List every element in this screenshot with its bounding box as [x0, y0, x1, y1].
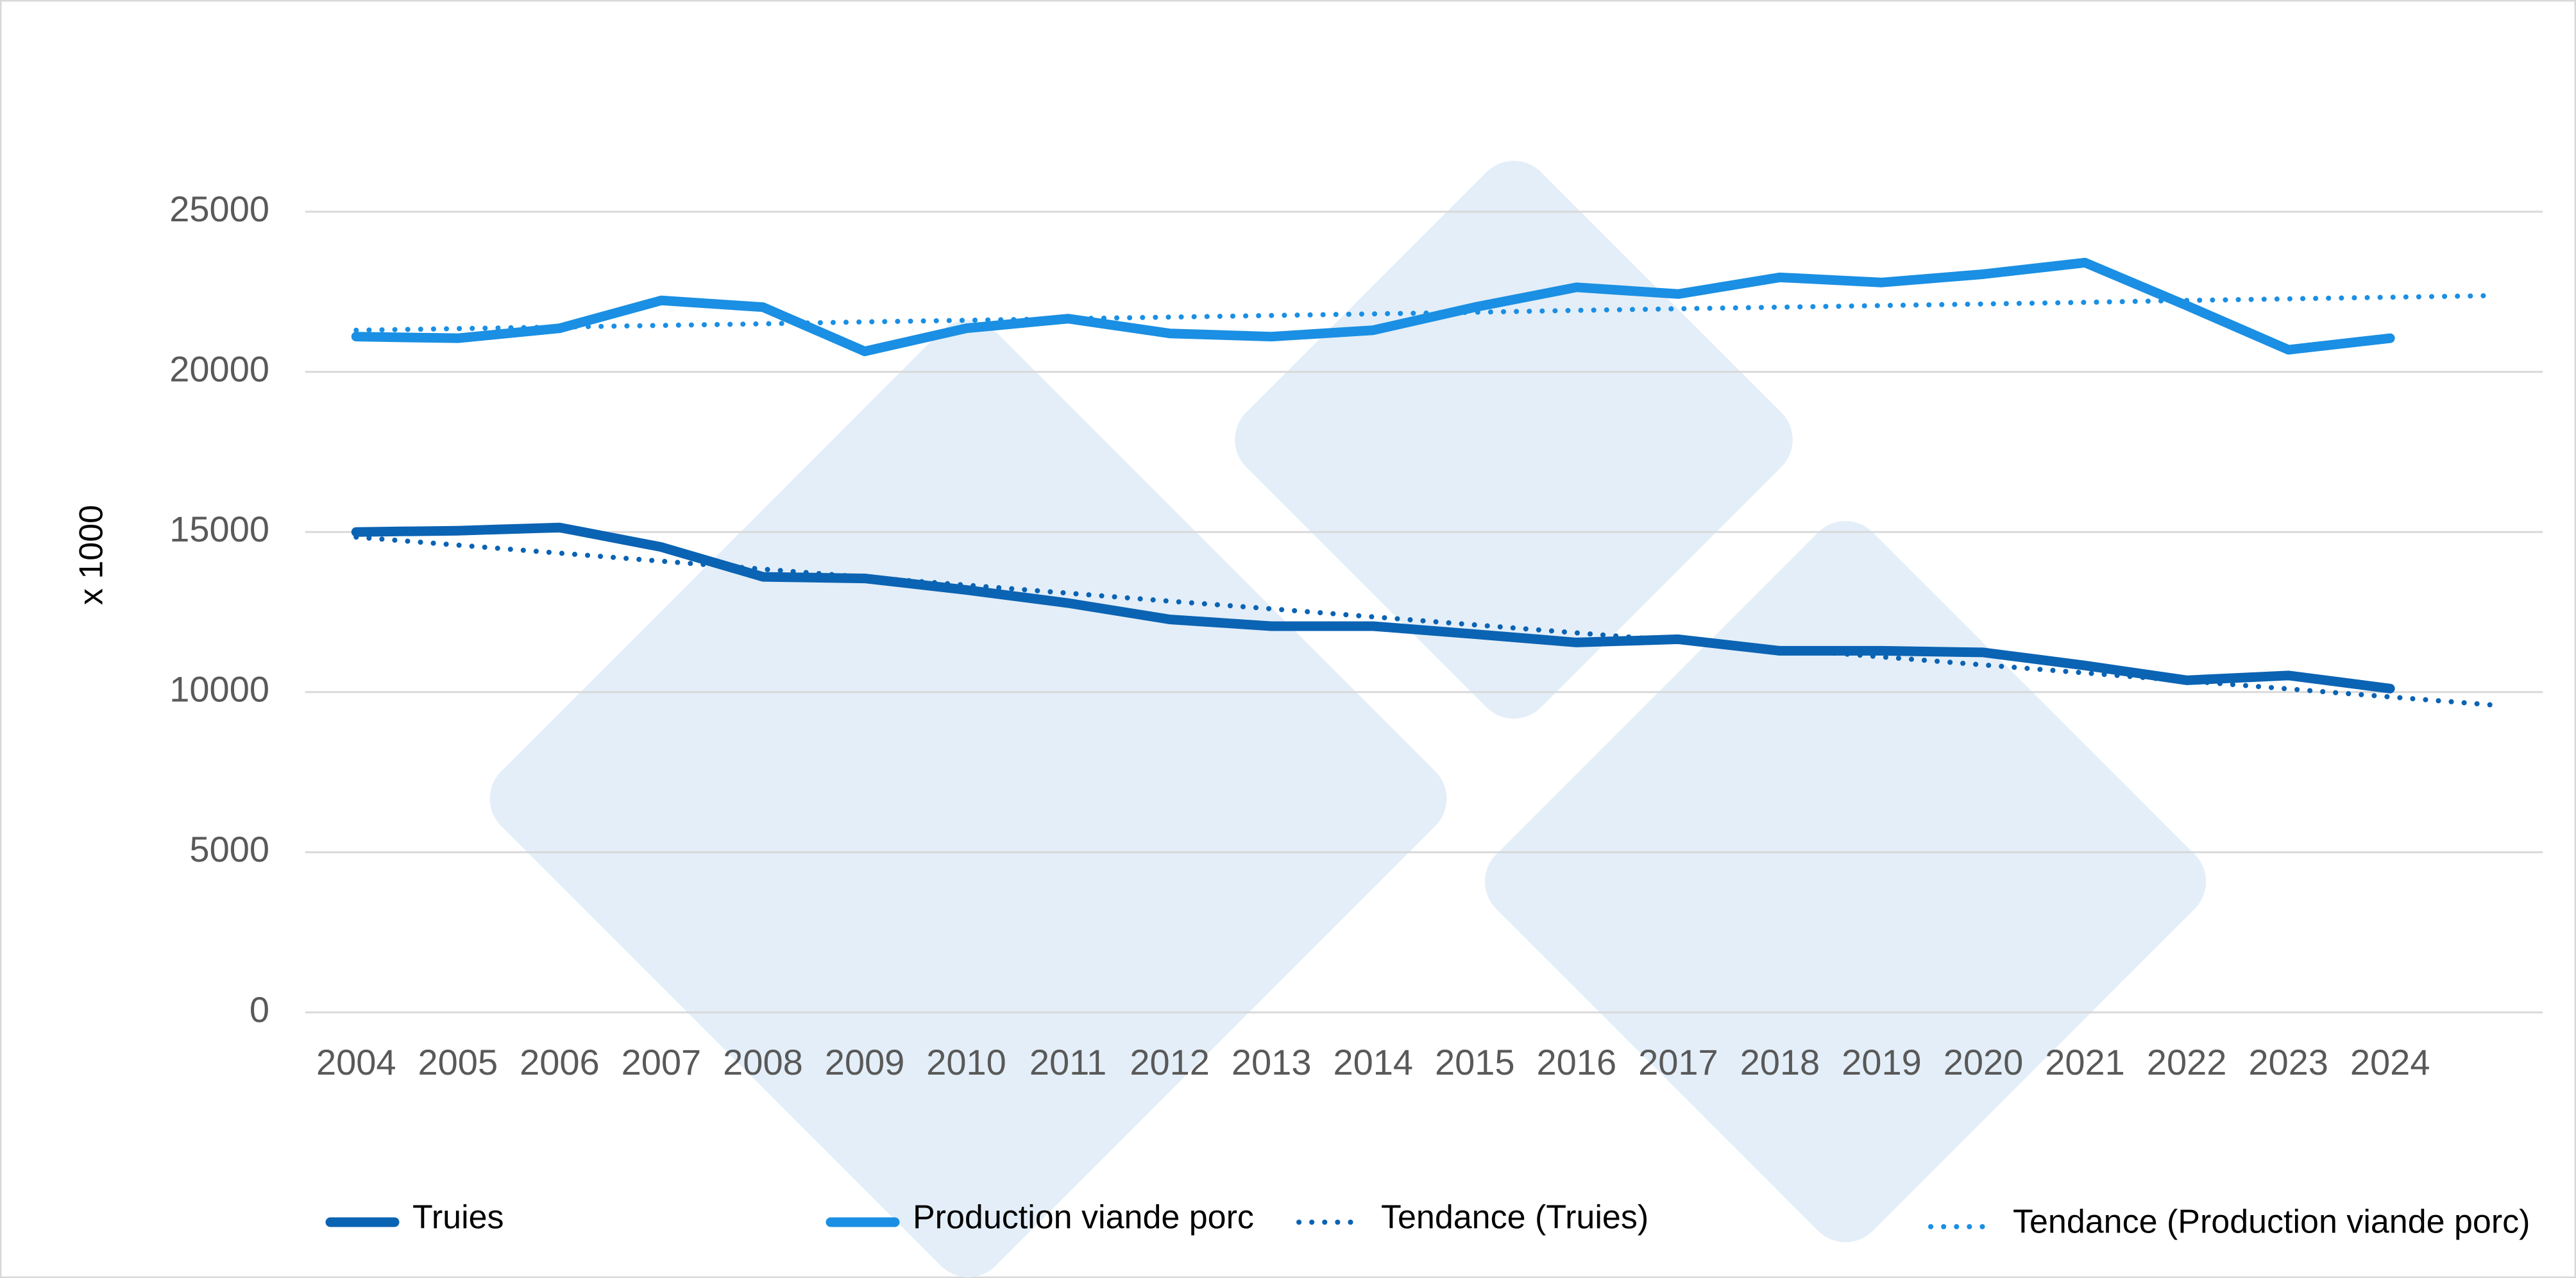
x-tick-label: 2024	[2350, 1042, 2430, 1082]
y-tick-label: 25000	[169, 189, 269, 229]
legend-label: Tendance (Truies)	[1381, 1199, 1648, 1236]
series-line	[353, 293, 2495, 333]
x-tick-label: 2005	[418, 1042, 498, 1082]
watermark	[489, 160, 2207, 1277]
x-tick-label: 2020	[1944, 1042, 2024, 1082]
x-tick-label: 2016	[1537, 1042, 1617, 1082]
series-line	[351, 257, 2395, 357]
x-tick-label: 2018	[1740, 1042, 1820, 1082]
x-tick-label: 2014	[1333, 1042, 1413, 1082]
x-tick-label: 2019	[1842, 1042, 1922, 1082]
series-line	[353, 534, 2495, 708]
series-line	[351, 522, 2395, 694]
x-tick-label: 2021	[2045, 1042, 2125, 1082]
y-tick-label: 10000	[169, 669, 269, 710]
y-tick-label: 15000	[169, 509, 269, 549]
y-tick-label: 20000	[169, 348, 269, 389]
legend-label: Production viande porc	[913, 1199, 1254, 1236]
x-tick-label: 2015	[1435, 1042, 1515, 1082]
x-tick-label: 2022	[2147, 1042, 2227, 1082]
x-tick-label: 2004	[316, 1042, 396, 1082]
x-tick-label: 2008	[723, 1042, 803, 1082]
y-tick-label: 0	[250, 989, 269, 1030]
y-tick-label: 5000	[189, 829, 269, 869]
x-tick-label: 2012	[1130, 1042, 1210, 1082]
y-axis-title: x 1000	[73, 505, 110, 605]
x-tick-label: 2006	[520, 1042, 600, 1082]
x-tick-label: 2017	[1638, 1042, 1718, 1082]
x-tick-label: 2013	[1232, 1042, 1312, 1082]
x-tick-label: 2023	[2248, 1042, 2328, 1082]
x-tick-label: 2007	[622, 1042, 702, 1082]
x-tick-label: 2009	[825, 1042, 905, 1082]
legend-label: Tendance (Production viande porc)	[2013, 1204, 2530, 1241]
x-tick-label: 2011	[1030, 1042, 1106, 1082]
x-tick-label: 2010	[926, 1042, 1006, 1082]
legend-label: Truies	[412, 1199, 504, 1236]
